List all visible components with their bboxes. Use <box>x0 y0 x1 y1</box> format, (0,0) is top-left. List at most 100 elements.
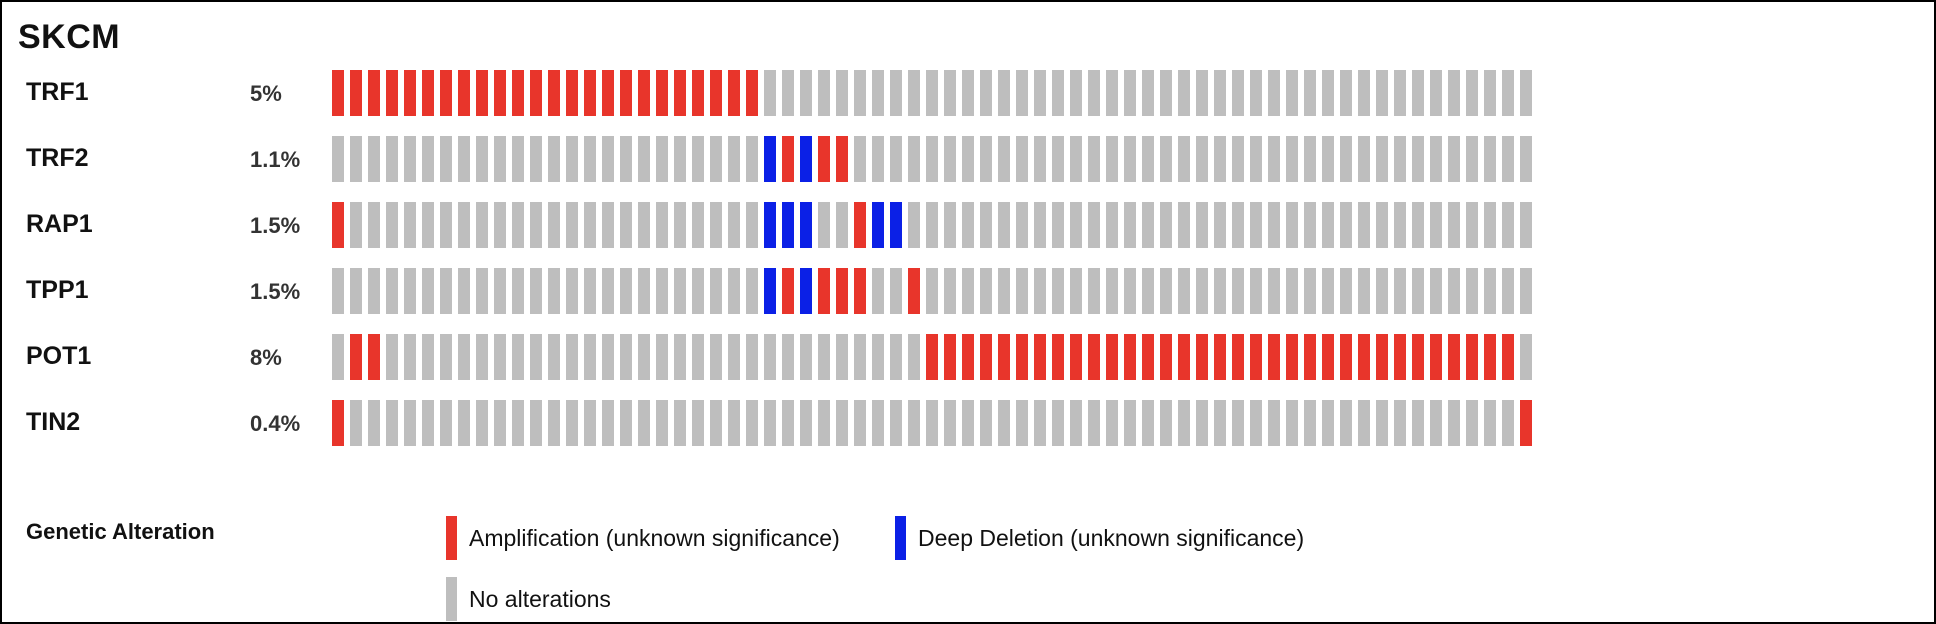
sample-cell-pot1-amplification <box>1016 334 1028 380</box>
sample-cell-tin2-no-alteration <box>890 400 902 446</box>
sample-cell-rap1-no-alteration <box>998 202 1010 248</box>
sample-cell-rap1-no-alteration <box>386 202 398 248</box>
sample-cell-trf2-no-alteration <box>332 136 344 182</box>
sample-cell-trf1-no-alteration <box>1142 70 1154 116</box>
sample-cell-tin2-no-alteration <box>782 400 794 446</box>
sample-cell-pot1-amplification <box>1124 334 1136 380</box>
sample-cell-rap1-no-alteration <box>404 202 416 248</box>
legend-swatch-amplification <box>446 516 457 560</box>
sample-cell-pot1-no-alteration <box>746 334 758 380</box>
sample-cell-pot1-amplification <box>1088 334 1100 380</box>
sample-cell-pot1-amplification <box>1394 334 1406 380</box>
sample-cell-trf2-no-alteration <box>1178 136 1190 182</box>
sample-cell-trf1-amplification <box>728 70 740 116</box>
gene-label-trf1: TRF1 <box>26 78 89 106</box>
sample-cell-trf2-no-alteration <box>602 136 614 182</box>
sample-cell-trf2-no-alteration <box>998 136 1010 182</box>
sample-cell-pot1-no-alteration <box>440 334 452 380</box>
sample-cell-trf2-no-alteration <box>1268 136 1280 182</box>
sample-cell-trf1-no-alteration <box>782 70 794 116</box>
sample-cell-trf1-amplification <box>422 70 434 116</box>
sample-cell-rap1-no-alteration <box>1376 202 1388 248</box>
sample-cell-pot1-amplification <box>1214 334 1226 380</box>
sample-cell-tpp1-no-alteration <box>1016 268 1028 314</box>
sample-cell-tin2-no-alteration <box>1160 400 1172 446</box>
sample-cell-tin2-no-alteration <box>674 400 686 446</box>
sample-cell-trf2-no-alteration <box>728 136 740 182</box>
sample-cell-trf1-amplification <box>710 70 722 116</box>
sample-cell-pot1-no-alteration <box>638 334 650 380</box>
sample-cell-rap1-deep-deletion <box>800 202 812 248</box>
sample-cell-trf1-no-alteration <box>890 70 902 116</box>
sample-cell-trf1-amplification <box>602 70 614 116</box>
sample-cell-tin2-no-alteration <box>1466 400 1478 446</box>
sample-cell-trf1-amplification <box>458 70 470 116</box>
sample-cell-pot1-amplification <box>1106 334 1118 380</box>
sample-cell-tpp1-no-alteration <box>944 268 956 314</box>
sample-cell-tin2-no-alteration <box>872 400 884 446</box>
sample-cell-trf1-amplification <box>404 70 416 116</box>
sample-cell-trf2-no-alteration <box>1502 136 1514 182</box>
sample-cell-tpp1-no-alteration <box>1322 268 1334 314</box>
sample-cell-tin2-no-alteration <box>854 400 866 446</box>
sample-cell-tin2-no-alteration <box>386 400 398 446</box>
sample-cell-trf2-no-alteration <box>1142 136 1154 182</box>
sample-cell-tin2-no-alteration <box>926 400 938 446</box>
sample-cell-rap1-no-alteration <box>1412 202 1424 248</box>
sample-cell-rap1-deep-deletion <box>890 202 902 248</box>
sample-cell-trf2-no-alteration <box>368 136 380 182</box>
sample-cell-trf1-no-alteration <box>926 70 938 116</box>
sample-cell-rap1-no-alteration <box>656 202 668 248</box>
sample-cell-tpp1-no-alteration <box>638 268 650 314</box>
sample-cell-tpp1-no-alteration <box>728 268 740 314</box>
sample-cell-tin2-no-alteration <box>818 400 830 446</box>
sample-cell-tpp1-no-alteration <box>656 268 668 314</box>
sample-cell-rap1-no-alteration <box>1268 202 1280 248</box>
sample-cell-trf1-no-alteration <box>1448 70 1460 116</box>
sample-cell-trf2-no-alteration <box>980 136 992 182</box>
sample-cell-trf1-no-alteration <box>944 70 956 116</box>
sample-cell-tin2-no-alteration <box>1484 400 1496 446</box>
sample-cell-rap1-no-alteration <box>1124 202 1136 248</box>
legend-swatch-no-alterations <box>446 577 457 621</box>
sample-cell-trf2-amplification <box>818 136 830 182</box>
sample-cell-tin2-no-alteration <box>1268 400 1280 446</box>
gene-percent-tin2: 0.4% <box>250 411 301 436</box>
sample-cell-tpp1-no-alteration <box>1250 268 1262 314</box>
sample-cell-rap1-no-alteration <box>818 202 830 248</box>
sample-cell-pot1-amplification <box>368 334 380 380</box>
sample-cell-trf1-no-alteration <box>1376 70 1388 116</box>
sample-cell-rap1-no-alteration <box>1232 202 1244 248</box>
sample-cell-rap1-no-alteration <box>1196 202 1208 248</box>
sample-cell-rap1-no-alteration <box>926 202 938 248</box>
sample-cell-trf1-no-alteration <box>1178 70 1190 116</box>
sample-cell-tpp1-no-alteration <box>1034 268 1046 314</box>
sample-cell-tin2-no-alteration <box>1448 400 1460 446</box>
sample-cell-trf2-amplification <box>836 136 848 182</box>
sample-cell-tpp1-no-alteration <box>440 268 452 314</box>
sample-cell-tpp1-no-alteration <box>422 268 434 314</box>
sample-cell-rap1-deep-deletion <box>782 202 794 248</box>
sample-cell-pot1-no-alteration <box>530 334 542 380</box>
sample-cell-rap1-no-alteration <box>422 202 434 248</box>
sample-cell-tpp1-no-alteration <box>926 268 938 314</box>
sample-cell-tpp1-no-alteration <box>1520 268 1532 314</box>
sample-cell-trf2-no-alteration <box>404 136 416 182</box>
sample-cell-trf1-amplification <box>512 70 524 116</box>
sample-cell-tpp1-no-alteration <box>1466 268 1478 314</box>
sample-cell-trf1-no-alteration <box>854 70 866 116</box>
sample-cell-trf2-no-alteration <box>1394 136 1406 182</box>
gene-percent-rap1: 1.5% <box>250 213 301 238</box>
sample-cell-tpp1-no-alteration <box>1484 268 1496 314</box>
sample-cell-rap1-no-alteration <box>548 202 560 248</box>
sample-cell-pot1-no-alteration <box>728 334 740 380</box>
legend-item-amplification: Amplification (unknown significance) <box>446 516 840 560</box>
sample-cell-tpp1-no-alteration <box>1304 268 1316 314</box>
sample-cell-pot1-amplification <box>1232 334 1244 380</box>
sample-cell-tin2-no-alteration <box>836 400 848 446</box>
sample-cell-pot1-amplification <box>944 334 956 380</box>
sample-cell-pot1-no-alteration <box>602 334 614 380</box>
sample-cell-tpp1-no-alteration <box>584 268 596 314</box>
sample-cell-rap1-no-alteration <box>980 202 992 248</box>
sample-cell-tpp1-deep-deletion <box>764 268 776 314</box>
